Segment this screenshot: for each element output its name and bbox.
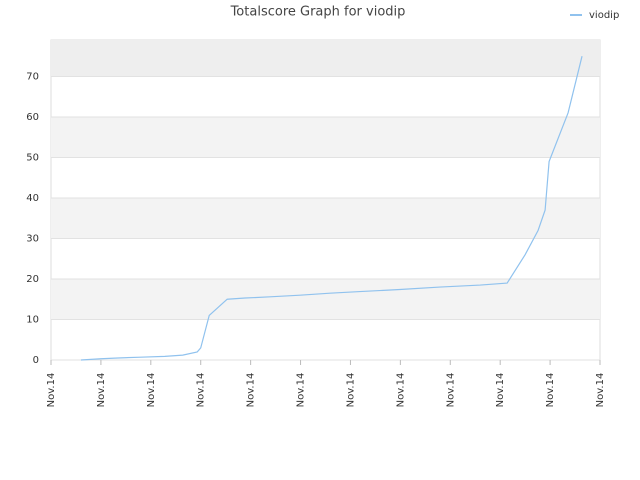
x-tick-label: Nov.14 <box>595 373 606 408</box>
y-tick-label: 30 <box>26 233 39 244</box>
y-tick-label: 60 <box>26 112 39 123</box>
grid-band <box>51 40 600 77</box>
x-tick-label: Nov.14 <box>296 373 307 408</box>
x-tick-label: Nov.14 <box>495 373 506 408</box>
y-tick-label: 40 <box>26 193 39 204</box>
x-tick-label: Nov.14 <box>46 373 57 408</box>
x-tick-label: Nov.14 <box>96 373 107 408</box>
y-tick-label: 20 <box>26 274 39 285</box>
x-tick-label: Nov.14 <box>146 373 157 408</box>
grid-band <box>51 278 600 320</box>
y-tick-label: 70 <box>26 71 39 82</box>
grid-band <box>51 116 600 158</box>
y-tick-label: 10 <box>26 314 39 325</box>
x-tick-label: Nov.14 <box>395 373 406 408</box>
x-tick-label: Nov.14 <box>246 373 257 408</box>
chart-title: Totalscore Graph for viodip <box>230 5 406 20</box>
x-tick-label: Nov.14 <box>445 373 456 408</box>
y-tick-label: 50 <box>26 152 39 163</box>
line <box>80 56 583 361</box>
grid-band <box>51 197 600 239</box>
legend-label: viodip <box>589 10 619 21</box>
x-tick-label: Nov.14 <box>345 373 356 408</box>
y-tick-label: 0 <box>33 355 39 366</box>
x-tick-label: Nov.14 <box>196 373 207 408</box>
x-tick-label: Nov.14 <box>545 373 556 408</box>
